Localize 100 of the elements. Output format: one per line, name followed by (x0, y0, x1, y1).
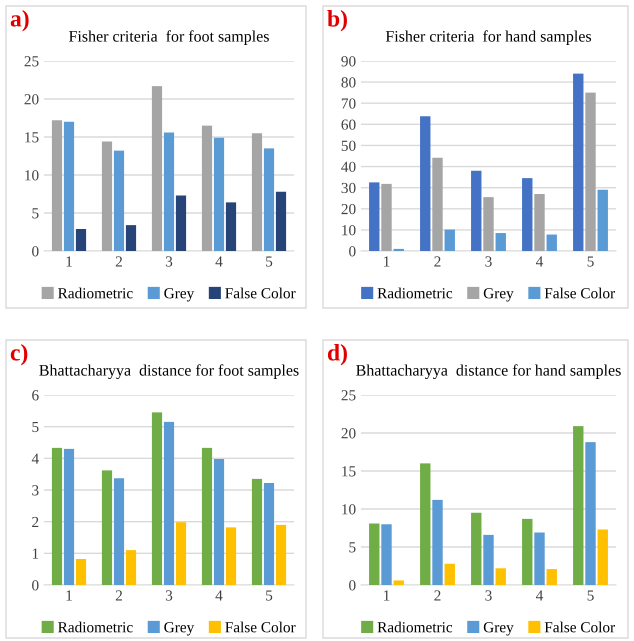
y-tick-label: 2 (32, 516, 38, 527)
y-tick-label: 40 (341, 162, 356, 172)
bar (202, 448, 212, 585)
x-tick-label: 4 (536, 590, 544, 600)
legend-label: Grey (164, 622, 194, 636)
bar (369, 523, 380, 585)
legend-label: False Color (544, 622, 616, 632)
y-tick-label: 15 (25, 132, 39, 142)
x-tick-label: 1 (66, 590, 72, 600)
x-tick-label: 2 (434, 590, 440, 600)
chart-title: Fisher criteria for hand samples (386, 30, 592, 45)
bar (573, 426, 584, 585)
x-tick-label: 3 (485, 590, 492, 601)
bar (214, 138, 224, 251)
y-tick-label: 0 (349, 246, 356, 256)
bar (598, 530, 608, 585)
x-tick-label: 1 (66, 256, 72, 266)
text: c) (10, 344, 28, 366)
y-tick-label: 25 (24, 56, 39, 66)
bar (534, 194, 545, 251)
y-tick-label: 15 (342, 466, 356, 476)
legend-label: False Color (544, 288, 616, 298)
bar (126, 550, 136, 585)
y-tick-label: 4 (32, 454, 39, 464)
bar (394, 580, 404, 585)
y-tick-label: 0 (349, 580, 356, 590)
bar (64, 122, 74, 251)
text: Radiometric (378, 622, 452, 632)
bar (226, 202, 236, 251)
bar (471, 512, 482, 585)
bar (420, 116, 430, 251)
bar (152, 86, 162, 251)
x-tick-label: 3 (485, 256, 492, 267)
bar (573, 74, 584, 251)
legend-label: Radiometric (58, 622, 133, 632)
bar (102, 470, 112, 585)
bar (496, 233, 506, 251)
y-tick-label: 6 (32, 390, 39, 400)
x-tick-label: 1 (384, 256, 390, 266)
x-tick-label: 2 (116, 256, 122, 266)
bar (369, 182, 380, 251)
y-tick-label: 80 (341, 77, 356, 88)
bar (534, 532, 545, 585)
legend-label: Grey (164, 288, 194, 302)
x-tick-label: 5 (588, 256, 594, 267)
bar (585, 92, 596, 251)
y-tick-label: 25 (342, 390, 356, 400)
bar (432, 158, 443, 251)
x-tick-label: 5 (588, 590, 594, 601)
bar (483, 534, 494, 585)
bar (264, 148, 274, 251)
y-tick-label: 20 (24, 94, 39, 104)
x-tick-label: 2 (116, 590, 122, 600)
legend-label: False Color (225, 288, 296, 298)
bar (52, 120, 62, 251)
y-tick-label: 0 (32, 246, 39, 256)
legend-label: Radiometric (58, 288, 133, 298)
y-tick-label: 5 (32, 208, 39, 218)
bar (276, 524, 286, 585)
bar (114, 150, 124, 251)
bar (381, 184, 392, 251)
bar (176, 196, 186, 251)
bar (381, 524, 392, 585)
bar (546, 569, 557, 585)
bar (264, 483, 274, 585)
chart-title: Bhattacharyya distance for foot samples (39, 364, 299, 379)
y-tick-label: 90 (341, 56, 356, 66)
legend-label: Grey (484, 288, 514, 302)
chart-title: Fisher criteria for foot samples (68, 30, 269, 45)
bar (214, 458, 224, 585)
x-tick-label: 3 (166, 590, 172, 601)
text: b) (327, 10, 347, 32)
x-tick-label: 5 (266, 256, 272, 267)
bar (102, 142, 112, 251)
x-tick-label: 1 (384, 590, 390, 600)
legend-label: Grey (484, 622, 514, 636)
bar (76, 228, 86, 251)
bar (546, 234, 557, 251)
bar (164, 132, 174, 251)
legend-label: Radiometric (378, 288, 452, 298)
x-tick-label: 2 (434, 256, 440, 266)
bar (522, 178, 532, 251)
chart-title: Bhattacharyya distance for hand samples (356, 364, 621, 379)
bar (483, 197, 494, 251)
y-tick-label: 1 (32, 548, 38, 559)
y-tick-label: 10 (25, 170, 39, 180)
bar (496, 568, 506, 585)
x-tick-label: 4 (536, 256, 544, 266)
text: a) (10, 10, 29, 32)
y-tick-label: 10 (342, 225, 356, 236)
legend-label: False Color (225, 622, 296, 632)
bar (444, 229, 455, 251)
bar (76, 559, 86, 585)
bar (126, 225, 136, 251)
text: d) (328, 344, 347, 366)
bar (252, 478, 262, 585)
bar (202, 126, 212, 251)
bar (164, 422, 174, 585)
x-tick-label: 4 (215, 590, 223, 600)
bar (432, 500, 443, 585)
